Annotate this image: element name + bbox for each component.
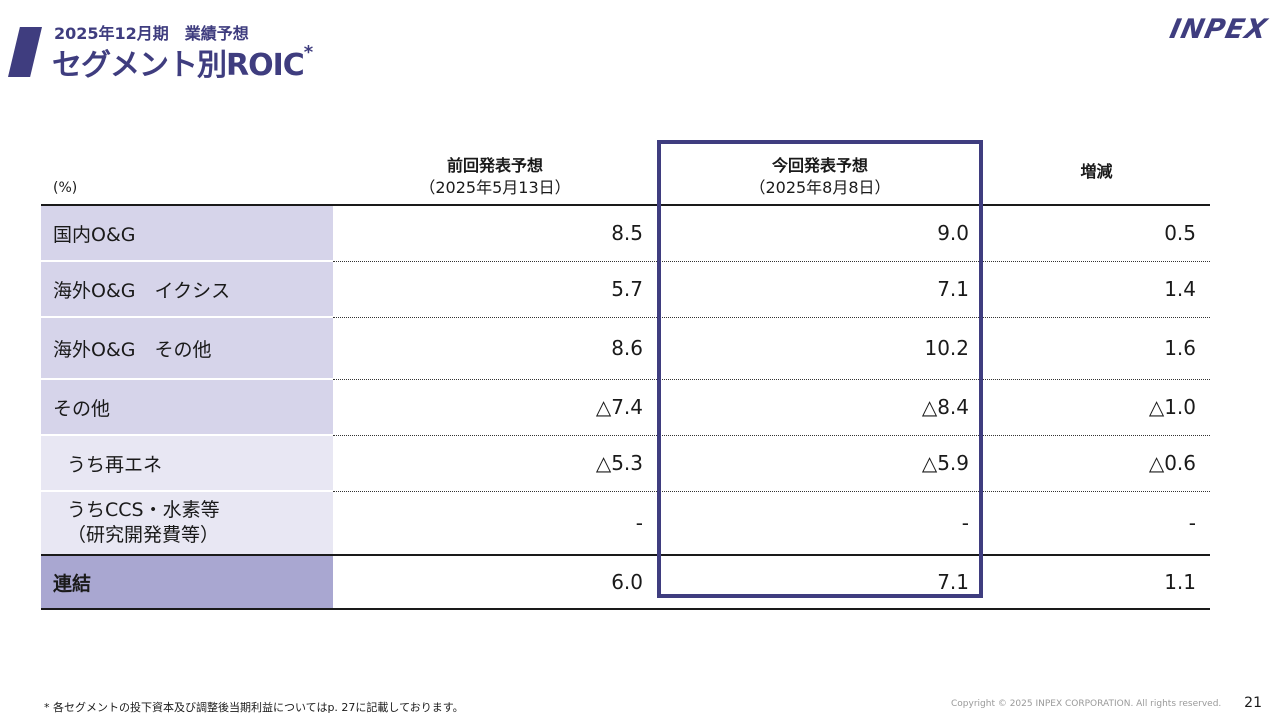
total-change: 1.1 bbox=[983, 554, 1210, 610]
cell-previous: 8.6 bbox=[333, 317, 657, 380]
cell-current: 9.0 bbox=[657, 205, 983, 262]
header-current-title: 今回発表予想 bbox=[771, 156, 868, 175]
cell-current: 7.1 bbox=[657, 261, 983, 318]
total-label: 連結 bbox=[41, 554, 333, 610]
table-row: うち再エネ △5.3 △5.9 △0.6 bbox=[41, 435, 1210, 492]
cell-previous: △5.3 bbox=[333, 435, 657, 492]
header-previous-date: （2025年5月13日） bbox=[419, 178, 571, 197]
row-label: うちCCS・水素等 （研究開発費等） bbox=[41, 491, 333, 555]
cell-current: - bbox=[961, 510, 969, 535]
header-current-date: （2025年8月8日） bbox=[749, 178, 891, 197]
cell-change: △0.6 bbox=[983, 435, 1210, 492]
header-previous-title: 前回発表予想 bbox=[446, 156, 543, 175]
row-label: 海外O&G その他 bbox=[41, 317, 333, 380]
row-label: 国内O&G bbox=[41, 205, 333, 262]
title-footnote-mark: * bbox=[303, 42, 313, 63]
page-title: セグメント別ROIC* bbox=[52, 40, 313, 84]
table-row: 海外O&G その他 8.6 10.2 1.6 bbox=[41, 317, 1210, 380]
table-row: うちCCS・水素等 （研究開発費等） - - - bbox=[41, 491, 1210, 555]
copyright: Copyright © 2025 INPEX CORPORATION. All … bbox=[951, 699, 1222, 709]
page-number: 21 bbox=[1244, 695, 1262, 711]
row-label-line1: うちCCS・水素等 bbox=[67, 499, 220, 521]
header-change: 増減 bbox=[983, 140, 1210, 206]
cell-change: 1.4 bbox=[983, 261, 1210, 318]
cell-previous: 5.7 bbox=[333, 261, 657, 318]
row-label: 海外O&G イクシス bbox=[41, 261, 333, 318]
table-row: 国内O&G 8.5 9.0 0.5 bbox=[41, 205, 1210, 262]
total-row: 連結 6.0 7.1 1.1 bbox=[41, 554, 1210, 610]
cell-previous: 8.5 bbox=[333, 205, 657, 262]
cell-previous: △7.4 bbox=[333, 379, 657, 436]
header-current-forecast: 今回発表予想 （2025年8月8日） bbox=[657, 140, 983, 206]
page-subtitle: 2025年12月期 業績予想 bbox=[54, 24, 249, 43]
row-label: うち再エネ bbox=[41, 435, 333, 492]
cell-current: 10.2 bbox=[657, 317, 983, 380]
cell-change: - bbox=[1188, 510, 1196, 535]
total-current: 7.1 bbox=[657, 554, 983, 610]
row-label-line2: （研究開発費等） bbox=[67, 524, 220, 546]
cell-previous: - bbox=[635, 510, 643, 535]
cell-change: 0.5 bbox=[983, 205, 1210, 262]
table-header-row: (%) 前回発表予想 （2025年5月13日） 今回発表予想 （2025年8月8… bbox=[41, 140, 1210, 206]
title-accent-bar bbox=[8, 27, 42, 77]
table-row: その他 △7.4 △8.4 △1.0 bbox=[41, 379, 1210, 436]
header-previous-forecast: 前回発表予想 （2025年5月13日） bbox=[333, 140, 657, 206]
roic-table: (%) 前回発表予想 （2025年5月13日） 今回発表予想 （2025年8月8… bbox=[41, 140, 1210, 610]
cell-change: △1.0 bbox=[983, 379, 1210, 436]
footnote: * 各セグメントの投下資本及び調整後当期利益についてはp. 27に記載しておりま… bbox=[44, 701, 464, 714]
inpex-logo: INPEX bbox=[1167, 14, 1271, 45]
unit-label: (%) bbox=[41, 140, 333, 206]
row-label: その他 bbox=[41, 379, 333, 436]
cell-change: 1.6 bbox=[983, 317, 1210, 380]
total-previous: 6.0 bbox=[333, 554, 657, 610]
cell-current: △8.4 bbox=[657, 379, 983, 436]
page-title-text: セグメント別ROIC bbox=[52, 48, 305, 83]
cell-current: △5.9 bbox=[657, 435, 983, 492]
table-row: 海外O&G イクシス 5.7 7.1 1.4 bbox=[41, 261, 1210, 318]
